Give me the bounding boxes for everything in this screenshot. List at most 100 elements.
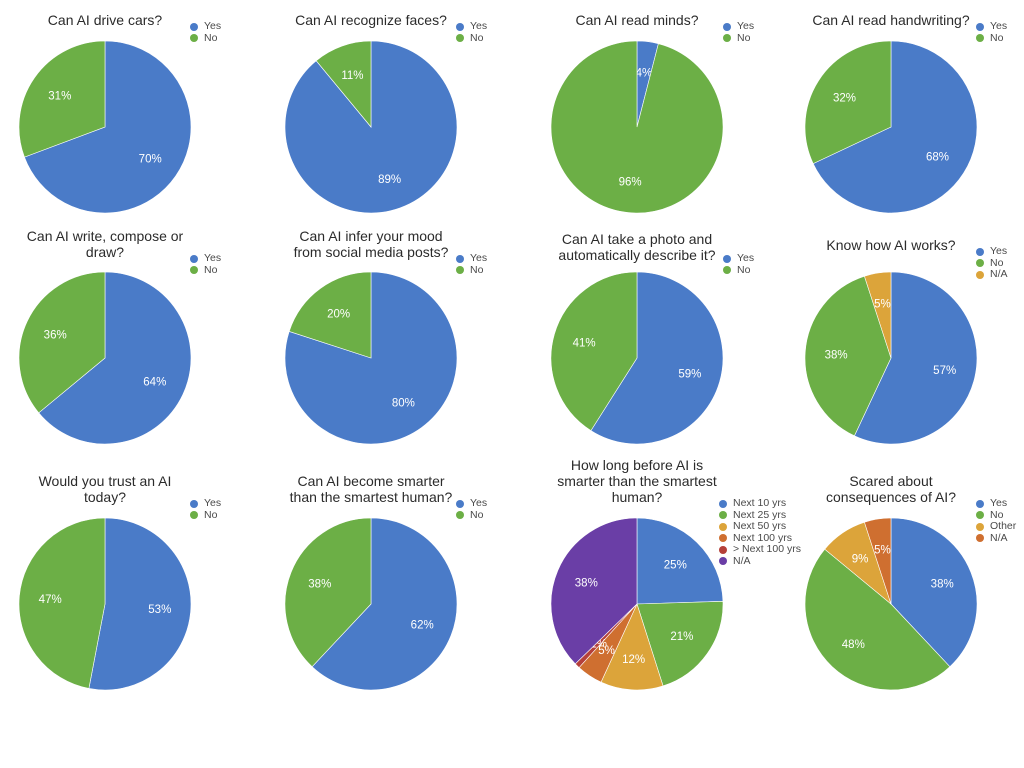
- legend-item-next-25-yrs: Next 25 yrs: [719, 508, 801, 522]
- slice-label-yes: 38%: [931, 579, 954, 591]
- legend-label: Next 25 yrs: [733, 508, 787, 521]
- chart-title: Can AI recognize faces?: [266, 12, 476, 28]
- pie-slice-yes: [590, 271, 724, 445]
- pie-slice-n-a: [864, 517, 892, 605]
- legend-swatch: [456, 499, 464, 508]
- chart-title: Can AI drive cars?: [0, 12, 210, 28]
- chart-title-line: today?: [83, 489, 127, 505]
- chart-legend: Yes No: [456, 497, 488, 522]
- legend-swatch: [976, 522, 984, 531]
- pie-slice-no: [18, 40, 106, 158]
- pie-slice-no: [550, 40, 724, 214]
- chart-title-line: than the smartest human?: [289, 489, 453, 505]
- legend-label: No: [204, 263, 218, 276]
- legend-label: No: [737, 31, 751, 44]
- pie-slice-next-10-yrs: [636, 517, 724, 605]
- legend-swatch: [190, 266, 198, 275]
- chart-title-line: Can AI read minds?: [575, 12, 699, 28]
- slice-label-no: 48%: [842, 639, 865, 651]
- legend-label: Yes: [204, 252, 222, 264]
- legend-item-yes: Yes: [456, 497, 488, 510]
- legend-item-no: No: [723, 263, 754, 277]
- legend-swatch: [456, 511, 464, 520]
- pie-slice-yes: [853, 271, 978, 445]
- legend-item-next-100-yrs: > Next 100 yrs: [719, 543, 801, 556]
- legend-item-no: No: [190, 263, 221, 277]
- slice-label-no: 38%: [825, 350, 848, 362]
- legend-swatch: [456, 266, 464, 275]
- pie-slice-next-50-yrs: [600, 603, 664, 691]
- legend-label: Yes: [470, 20, 488, 32]
- legend-item-no: No: [723, 31, 754, 45]
- legend-label: No: [990, 256, 1004, 269]
- legend-item-no: No: [976, 509, 1016, 522]
- legend-swatch: [976, 22, 984, 31]
- legend-swatch: [723, 254, 731, 263]
- pie-slice-n-a: [550, 517, 638, 665]
- pie-slice-yes: [812, 40, 978, 214]
- pie-slice-no: [550, 271, 638, 432]
- legend-item-next-50-yrs: Next 50 yrs: [719, 520, 801, 533]
- pie-slice-no: [18, 271, 106, 414]
- legend-item-yes: Yes: [976, 20, 1007, 33]
- slice-label-yes: 57%: [933, 365, 956, 377]
- legend-label: No: [737, 263, 751, 276]
- chart-legend: Next 10 yrs Next 25 yrs Next 50 yrs Next 10…: [719, 497, 801, 567]
- slice-label-other: 9%: [852, 554, 869, 566]
- legend-swatch: [976, 270, 984, 279]
- legend-swatch: [456, 22, 464, 31]
- slice-label-yes: 53%: [148, 604, 171, 616]
- legend-item-yes: Yes: [976, 497, 1016, 510]
- slice-label-no: 41%: [573, 338, 596, 350]
- slice-label-next-10-yrs: 25%: [664, 560, 687, 572]
- slice-label-no: 31%: [48, 91, 71, 103]
- legend-item-yes: Yes: [190, 252, 222, 265]
- legend-swatch: [190, 511, 198, 520]
- legend-label: Yes: [990, 245, 1008, 257]
- legend-label: Yes: [204, 497, 222, 509]
- legend-label: Yes: [470, 252, 488, 264]
- legend-swatch: [719, 522, 727, 531]
- legend-label: N/A: [990, 531, 1008, 544]
- slice-label-n-a: 5%: [874, 545, 891, 557]
- chart-title: Can AI read minds?: [532, 12, 742, 28]
- pie-slice-yes: [88, 517, 192, 691]
- legend-swatch: [976, 511, 984, 520]
- legend-swatch: [190, 34, 198, 43]
- slice-label-yes: 64%: [143, 376, 166, 388]
- legend-label: Yes: [204, 20, 222, 32]
- legend-swatch: [456, 34, 464, 43]
- pie-slice-yes: [890, 517, 978, 668]
- legend-label: Next 50 yrs: [733, 520, 787, 532]
- legend-item-yes: Yes: [976, 245, 1008, 258]
- chart-legend: Yes No: [723, 20, 754, 45]
- legend-swatch: [976, 259, 984, 268]
- chart-title-line: Can AI infer your mood: [299, 228, 443, 244]
- chart-title-line: human?: [611, 489, 663, 505]
- chart-legend: Yes No: [723, 252, 754, 277]
- pie-slice-no: [284, 517, 372, 668]
- legend-item-no: No: [456, 32, 487, 45]
- legend-item-no: No: [456, 508, 487, 522]
- pie-slice-no: [315, 40, 372, 128]
- legend-label: No: [470, 508, 484, 521]
- slice-label-no: 11%: [341, 70, 363, 82]
- legend-label: Yes: [470, 497, 488, 509]
- legend-swatch: [719, 499, 727, 508]
- pie-slice-n-a: [864, 271, 892, 359]
- legend-swatch: [190, 254, 198, 263]
- legend-item-yes: Yes: [190, 20, 222, 33]
- chart-legend: Yes No: [190, 20, 222, 44]
- chart-title: Can AI write, compose or draw?: [5, 228, 205, 260]
- slice-label-yes: 89%: [378, 174, 401, 186]
- legend-item-yes: Yes: [456, 20, 488, 33]
